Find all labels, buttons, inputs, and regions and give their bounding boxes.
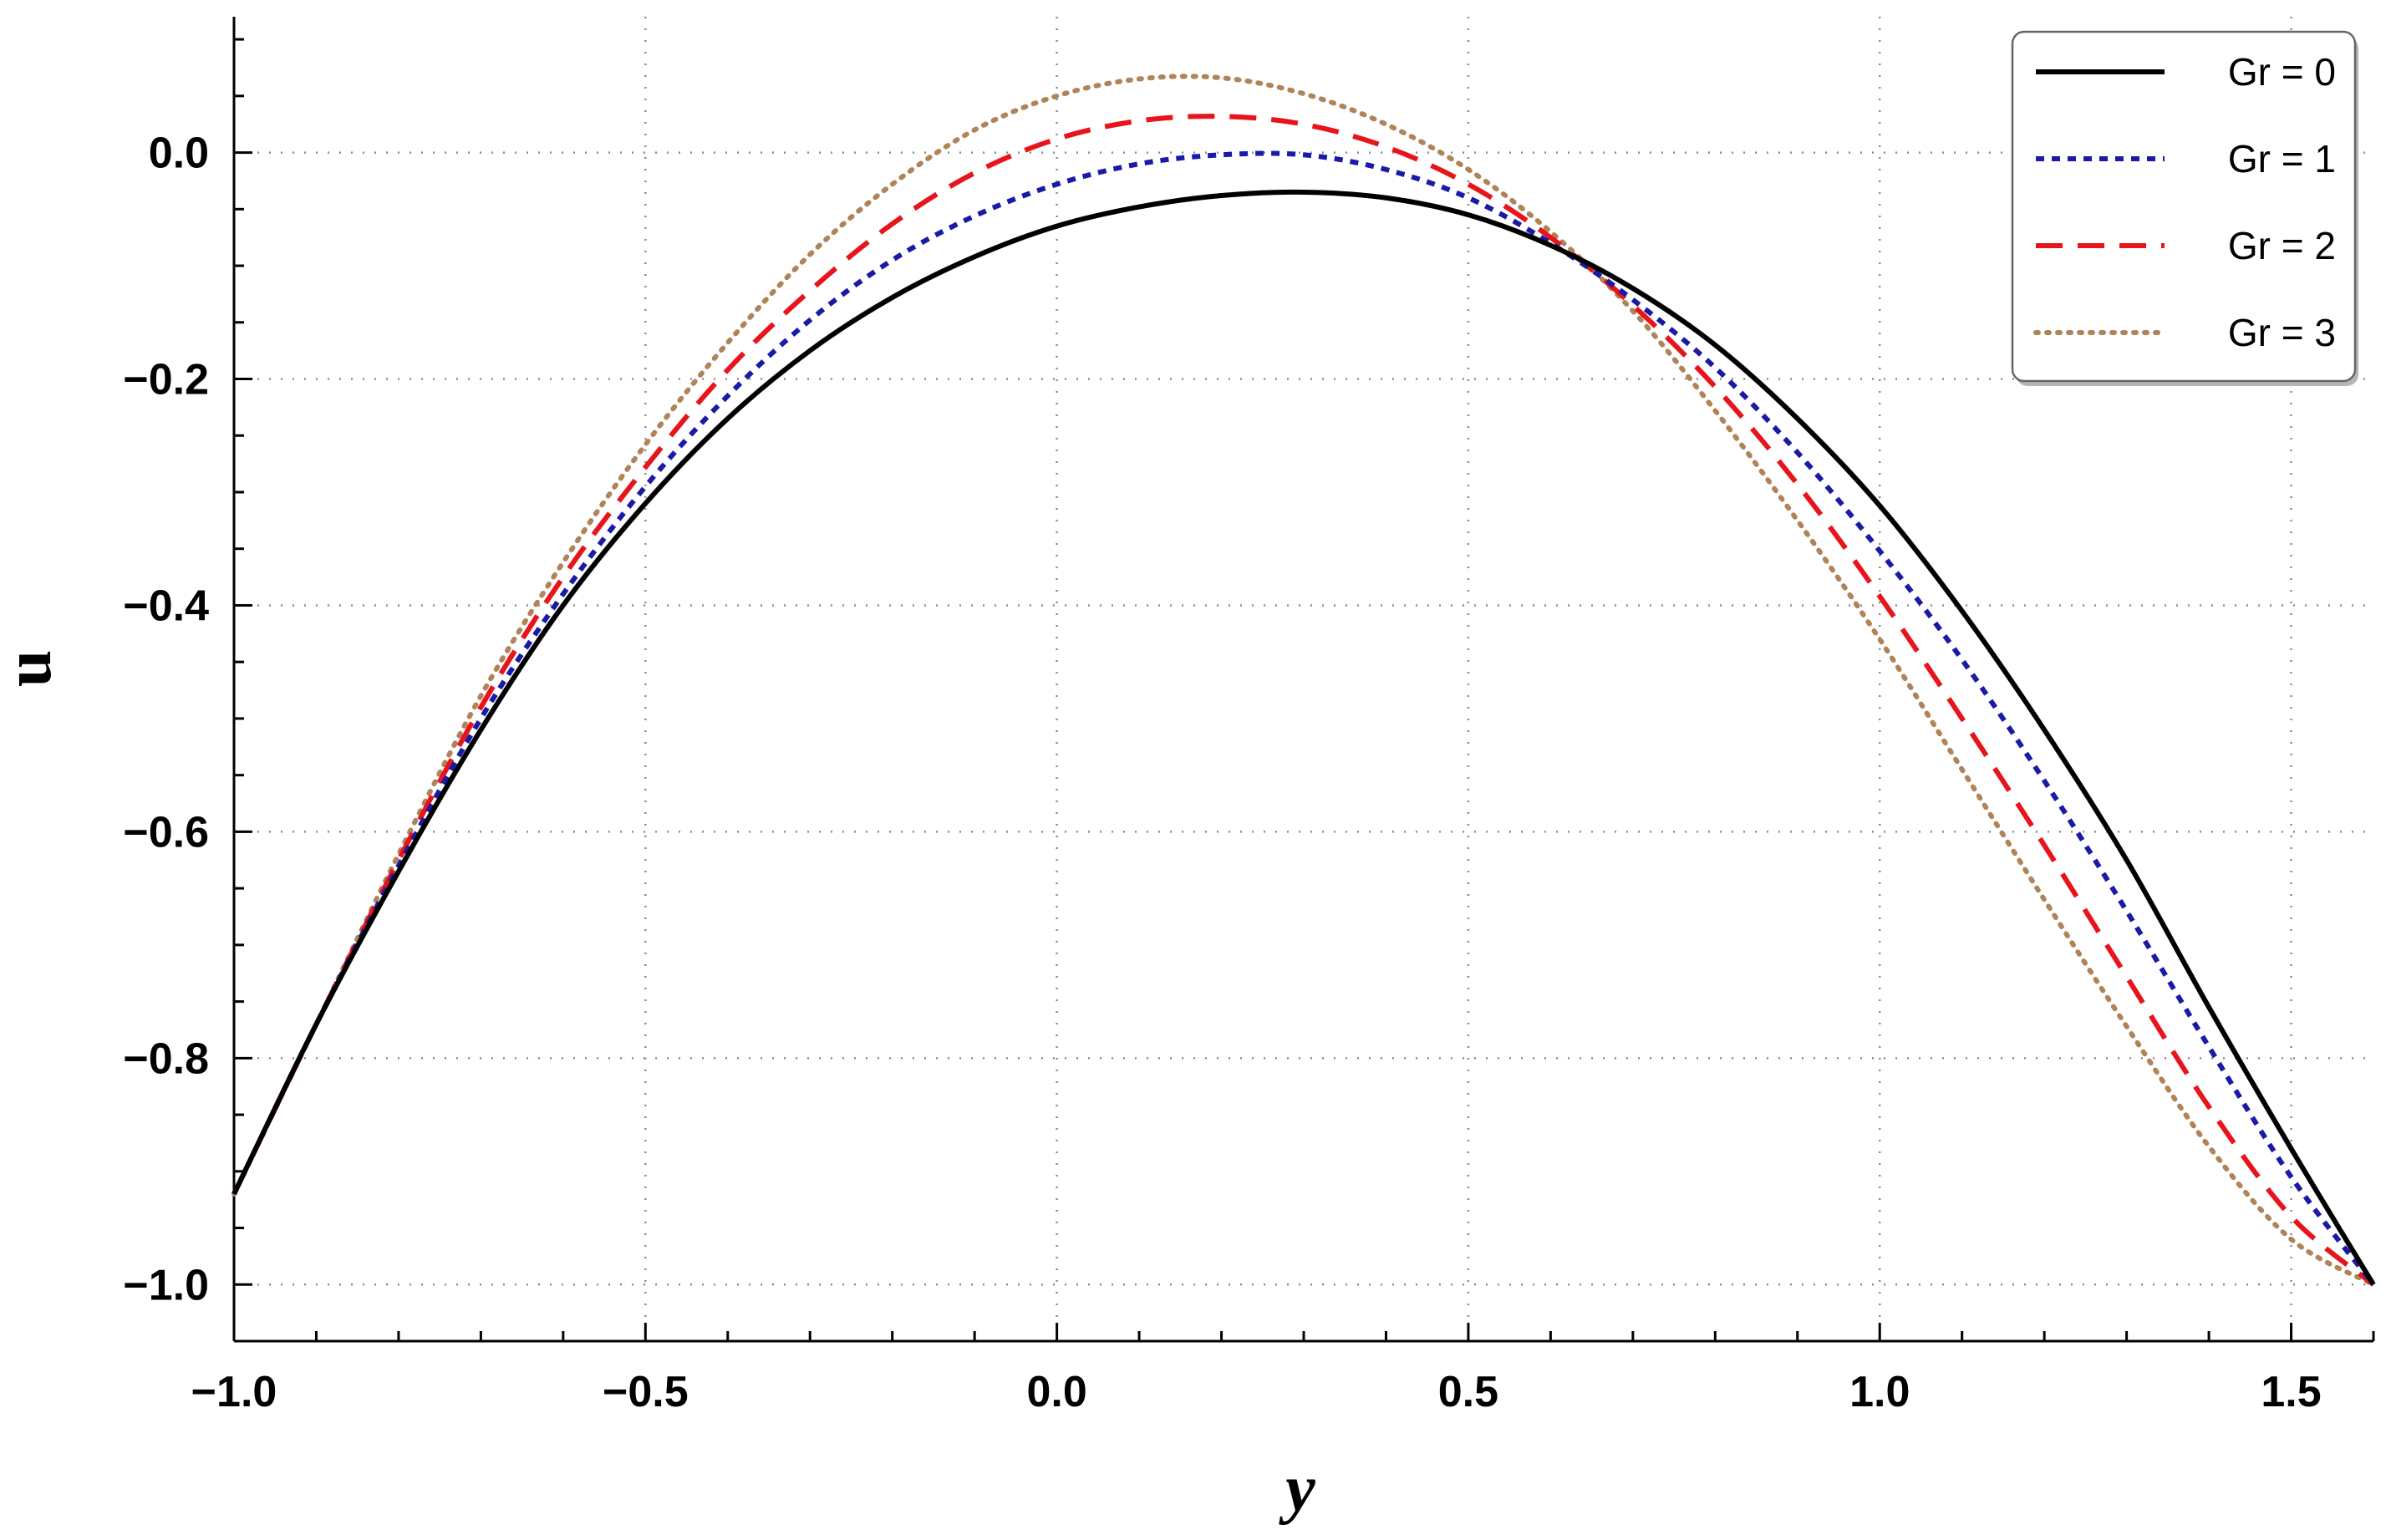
y-tick-label: −1.0 (123, 1261, 209, 1309)
x-tick-label: −1.0 (191, 1368, 277, 1416)
y-axis-title: u (0, 650, 65, 688)
series-line-gr-1 (231, 150, 2376, 1287)
legend-label: Gr = 1 (2228, 137, 2336, 180)
x-tick-label: 0.5 (1438, 1368, 1498, 1416)
y-tick-label: −0.8 (123, 1034, 209, 1083)
y-tick-label: 0.0 (149, 130, 209, 178)
x-tick-label: 1.0 (1849, 1368, 1910, 1416)
legend: Gr = 0 Gr = 1 Gr = 2 Gr = 3 (2011, 30, 2358, 386)
y-tick-label: −0.4 (123, 582, 209, 630)
series-line-gr-3 (231, 74, 2376, 1288)
axes: −1.0 −0.5 0.0 0.5 1.0 1.5 0.0 −0.2 −0.4 −0.6 −0.8 −… (123, 17, 2375, 1416)
legend-box (2011, 30, 2357, 383)
legend-label: Gr = 3 (2228, 311, 2336, 354)
x-tick-label: 1.5 (2261, 1368, 2321, 1416)
y-tick-label: −0.6 (123, 808, 209, 856)
y-tick-label: −0.2 (123, 356, 209, 404)
legend-label: Gr = 2 (2228, 224, 2336, 267)
x-tick-label: −0.5 (603, 1368, 689, 1416)
series-line-gr-0 (231, 189, 2376, 1286)
legend-label: Gr = 0 (2228, 50, 2336, 94)
x-tick-label: 0.0 (1026, 1368, 1086, 1416)
series-group (231, 74, 2376, 1288)
